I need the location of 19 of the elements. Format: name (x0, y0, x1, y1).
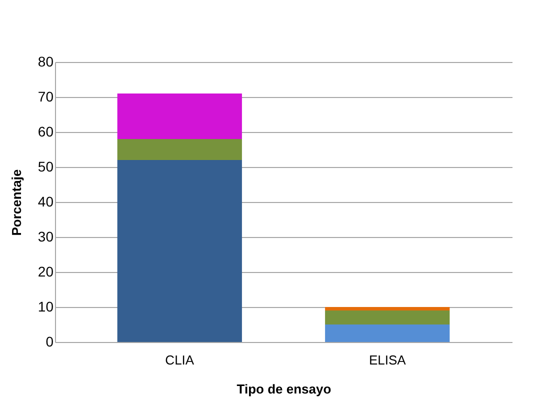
bar (117, 139, 242, 160)
bar (325, 310, 450, 324)
y-tick-label: 80 (38, 54, 54, 70)
bar (117, 160, 242, 342)
y-tick-label: 60 (38, 124, 54, 140)
bar (325, 324, 450, 342)
y-tick-label: 20 (38, 264, 54, 280)
bar (325, 307, 450, 310)
y-tick-label: 50 (38, 158, 54, 174)
x-tick-label: ELISA (368, 352, 406, 368)
y-axis-title: Porcentaje (8, 169, 24, 236)
y-tick-label: 40 (38, 194, 54, 210)
y-tick-label: 0 (46, 334, 54, 350)
x-axis-title: Tipo de ensayo (236, 382, 332, 396)
y-tick-label: 10 (38, 298, 54, 314)
y-tick-label: 70 (38, 88, 54, 104)
y-tick-label: 30 (38, 228, 54, 244)
x-tick-label: CLIA (165, 352, 194, 368)
bar (117, 94, 242, 139)
